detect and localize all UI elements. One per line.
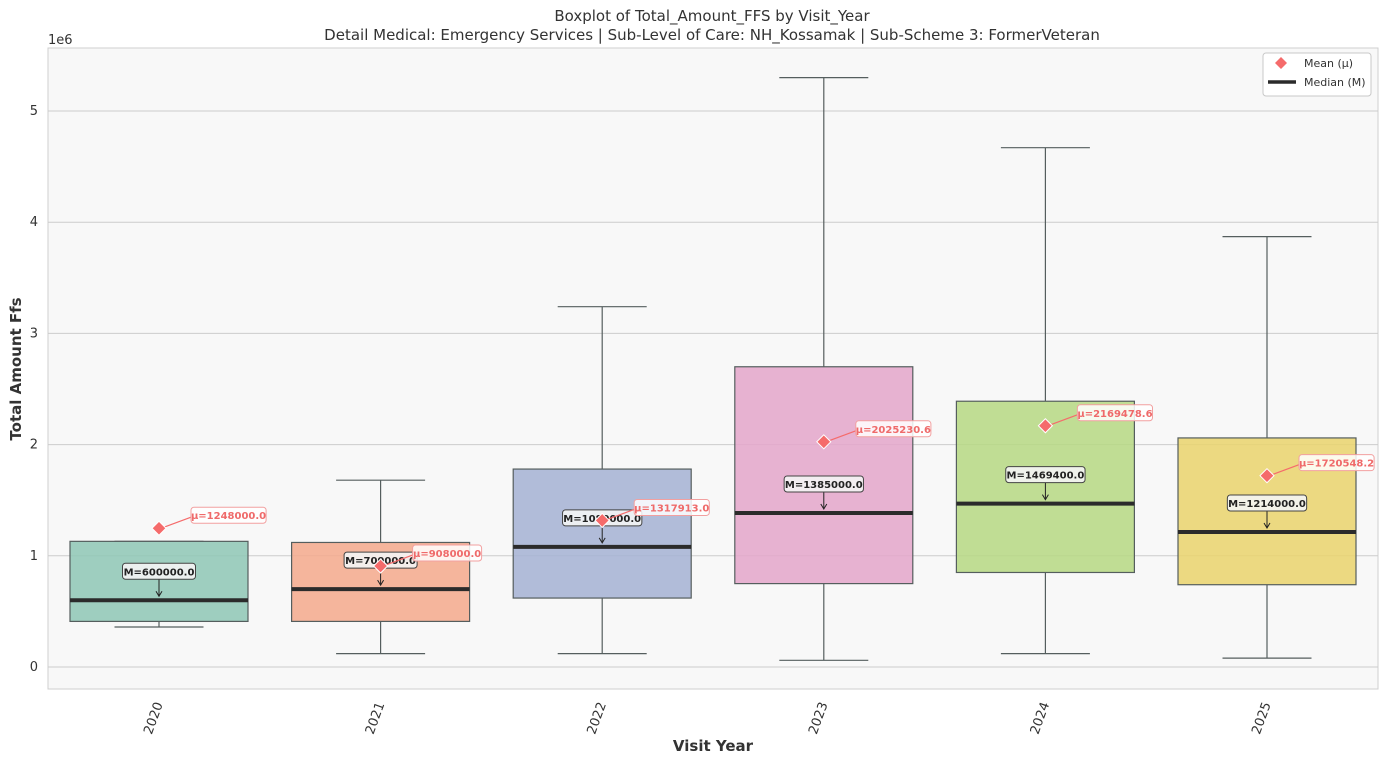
median-label-box bbox=[1226, 494, 1308, 512]
legend-median-label: Median (M) bbox=[1304, 76, 1366, 89]
median-label: M=1469400.0 bbox=[1007, 471, 1085, 482]
mean-arrow bbox=[385, 554, 413, 566]
box-group-2022: M=1080000.0μ=1317913.0 bbox=[512, 306, 710, 655]
mean-marker bbox=[1037, 418, 1054, 434]
box-group-2024: M=1469400.0 μ=2169478.6 bbox=[955, 147, 1154, 655]
x-tick-label: 2021 bbox=[363, 700, 388, 736]
mean-label-box bbox=[1298, 454, 1375, 472]
mean-label-box bbox=[855, 420, 932, 438]
x-tick-label: 2023 bbox=[806, 700, 831, 736]
x-tick-label: 2020 bbox=[141, 700, 166, 736]
x-tick-label: 2024 bbox=[1028, 700, 1053, 736]
box-group-2025: M=1214000.0 μ=1720548.2 bbox=[1177, 236, 1375, 659]
median-label: M=1214000.0 bbox=[1228, 499, 1306, 510]
mean-arrow bbox=[163, 516, 192, 528]
y-axis-ticks: 0 1 2 3 4 5 bbox=[30, 104, 38, 675]
x-tick-label: 2022 bbox=[585, 700, 610, 736]
mean-label-box bbox=[633, 498, 710, 516]
mean-label: μ=908000.0 bbox=[413, 549, 481, 560]
median-arrowhead bbox=[1041, 494, 1049, 501]
median-label: M=1385000.0 bbox=[785, 480, 863, 491]
x-tick-label: 2025 bbox=[1249, 700, 1274, 736]
y-tick-label: 1 bbox=[30, 549, 38, 564]
median-arrowhead bbox=[377, 579, 385, 587]
legend-mean-label: Mean (μ) bbox=[1304, 57, 1353, 70]
y-tick-label: 0 bbox=[30, 660, 38, 675]
y-tick-label: 5 bbox=[30, 104, 38, 119]
median-label-box bbox=[783, 475, 864, 493]
box-group-2020: M=600000.0 μ=1248000.0 bbox=[69, 506, 267, 628]
plot-area bbox=[47, 47, 1379, 690]
mean-label-box bbox=[1076, 404, 1154, 422]
mean-marker bbox=[372, 558, 389, 574]
boxes: M=600000.0 μ=1248000.0 M=700000.0μ=908000.… bbox=[69, 77, 1375, 661]
chart-subtitle: Detail Medical: Emergency Services | Sub… bbox=[324, 26, 1100, 45]
y-tick-label: 2 bbox=[30, 438, 38, 453]
median-label: M=600000.0 bbox=[124, 567, 195, 578]
mean-label-box bbox=[190, 506, 267, 524]
x-axis-ticks: 2020 2021 2022 2023 2024 2025 bbox=[141, 700, 1274, 736]
iqr-box bbox=[734, 366, 914, 585]
mean-label-box bbox=[412, 544, 483, 562]
y-gridlines bbox=[48, 110, 1378, 668]
mean-label: μ=2169478.6 bbox=[1077, 409, 1152, 420]
y-tick-label: 4 bbox=[30, 215, 38, 230]
legend-mean-marker bbox=[1275, 57, 1287, 69]
legend: Mean (μ) Median (M) bbox=[1262, 52, 1372, 97]
x-axis-label: Visit Year bbox=[673, 737, 754, 755]
mean-marker bbox=[594, 512, 610, 529]
box-group-2023: M=1385000.0 μ=2025230.6 bbox=[734, 77, 932, 661]
chart-title: Boxplot of Total_Amount_FFS by Visit_Yea… bbox=[554, 7, 870, 26]
mean-arrow bbox=[1050, 414, 1078, 426]
mean-label: μ=1317913.0 bbox=[634, 503, 709, 514]
y-multiplier-label: 1e6 bbox=[48, 33, 73, 48]
box-group-2021: M=700000.0μ=908000.0 bbox=[291, 479, 483, 655]
y-tick-label: 3 bbox=[30, 326, 38, 341]
y-axis-label: Total Amount Ffs bbox=[7, 297, 25, 440]
median-arrowhead bbox=[155, 591, 163, 598]
mean-arrow bbox=[828, 430, 857, 442]
mean-marker bbox=[151, 520, 167, 536]
mean-arrow bbox=[1271, 464, 1300, 476]
median-label-box bbox=[122, 562, 196, 580]
mean-label: μ=1720548.2 bbox=[1299, 459, 1374, 470]
mean-label: μ=1248000.0 bbox=[191, 511, 266, 522]
legend-frame bbox=[1262, 52, 1372, 97]
median-arrowhead bbox=[1263, 522, 1271, 529]
median-arrowhead bbox=[820, 503, 828, 510]
mean-marker bbox=[816, 434, 832, 450]
mean-label: μ=2025230.6 bbox=[856, 425, 931, 436]
median-label-box bbox=[1005, 466, 1086, 484]
mean-arrow bbox=[606, 508, 635, 521]
mean-marker bbox=[1259, 467, 1275, 484]
median-arrowhead bbox=[598, 537, 606, 544]
